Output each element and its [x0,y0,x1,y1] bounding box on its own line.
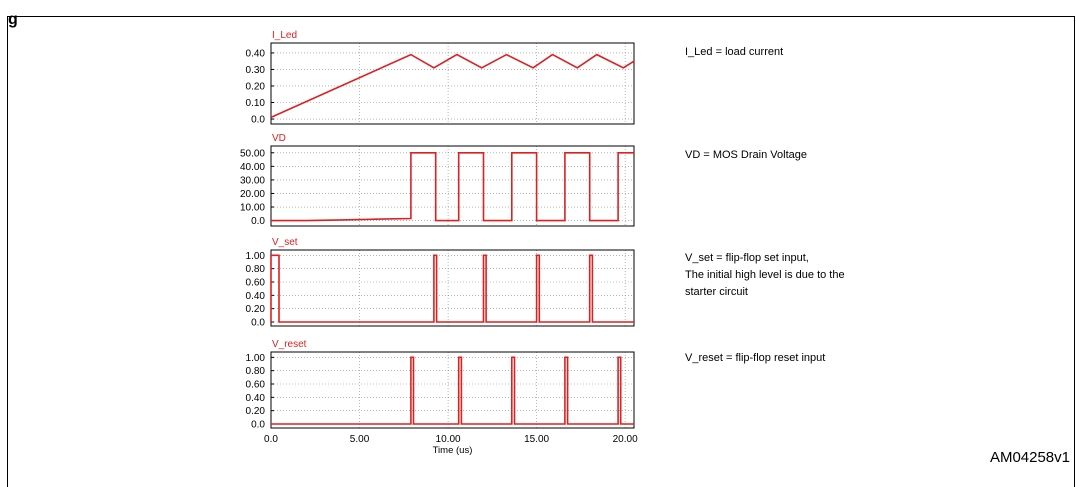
plot-frame [270,145,635,227]
x-tick-label: 10.00 [436,434,461,445]
chart-panel-3: V_reset 0.0 0.20 0.40 0.60 0.80 1.00 0.0 5.00 10.… [246,339,639,456]
chart-panel-2: V_set 0.0 0.20 0.40 0.60 0.80 1.00 [246,237,635,329]
y-tick-label: 0.20 [246,81,266,92]
figure-frame: g [7,11,1075,487]
note-vd: VD = MOS Drain Voltage [685,147,807,164]
y-tick-label: 0.40 [246,393,266,404]
note-line: V_reset = flip-flop reset input [685,352,826,364]
y-tick-label: 0.0 [251,115,265,126]
note-line: VD = MOS Drain Voltage [685,149,807,161]
series-line [270,254,634,323]
series-line [270,53,635,119]
note-v-reset: V_reset = flip-flop reset input [685,350,825,367]
y-tick-label: 30.00 [240,175,265,186]
y-tick-label: 0.30 [246,65,266,76]
x-tick-label: 20.00 [613,434,638,445]
y-tick-label: 1.00 [246,353,266,364]
figure-corner-label: g [8,11,18,28]
x-tick-label: 5.00 [350,434,370,445]
waveform-charts: I_Led 0.0 0.10 0.20 0.30 0.40 VD 0.0 10.00 20.00 3… [240,30,639,456]
y-tick-label: 0.0 [251,420,265,431]
plot-frame [270,351,635,429]
plot-frame [270,42,635,125]
x-tick-label: 0.0 [264,434,278,445]
figure-reference-code: AM04258v1 [989,449,1070,466]
y-tick-label: 0.0 [251,216,265,227]
y-tick-label: 0.80 [246,264,266,275]
plot-frame [270,249,635,327]
y-tick-label: 0.40 [246,48,266,59]
chart-panel-0: I_Led 0.0 0.10 0.20 0.30 0.40 [246,30,635,126]
note-line: The initial high level is due to the [685,269,845,281]
y-tick-label: 50.00 [240,148,265,159]
y-tick-label: 0.80 [246,366,266,377]
series-line [271,152,634,222]
y-tick-label: 0.10 [246,98,266,109]
note-line: I_Led = load current [685,46,784,58]
note-line: starter circuit [685,286,748,298]
y-tick-label: 10.00 [240,203,265,214]
y-tick-label: 0.60 [246,380,266,391]
chart-title: V_set [272,237,298,248]
chart-title: V_reset [272,339,307,350]
x-tick-label: 15.00 [524,434,549,445]
y-tick-label: 20.00 [240,189,265,200]
chart-title: I_Led [272,30,297,41]
note-i-led: I_Led = load current [685,44,783,61]
y-tick-label: 0.40 [246,291,266,302]
y-tick-label: 0.60 [246,278,266,289]
x-axis-label: Time (us) [433,445,473,456]
series-line [271,356,634,425]
note-v-set: V_set = flip-flop set input, The initial… [685,250,845,301]
y-tick-label: 40.00 [240,162,265,173]
chart-title: VD [272,133,286,144]
y-tick-label: 0.0 [251,318,265,329]
note-line: V_set = flip-flop set input, [685,252,809,264]
chart-panel-1: VD 0.0 10.00 20.00 30.00 40.00 50.00 [240,133,635,227]
y-tick-label: 1.00 [246,251,266,262]
y-tick-label: 0.20 [246,304,266,315]
y-tick-label: 0.20 [246,406,266,417]
